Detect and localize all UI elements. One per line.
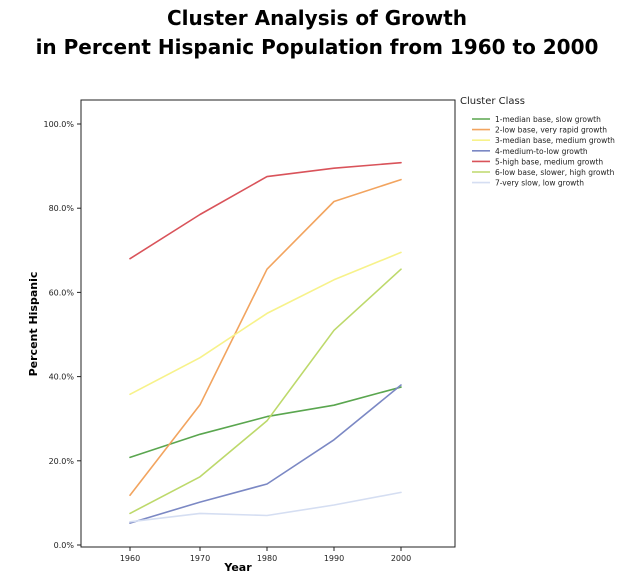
x-tick-label: 2000: [391, 554, 411, 563]
plot-area: [80, 99, 456, 548]
y-tick-label: 0.0%: [54, 541, 75, 550]
y-axis-label: Percent Hispanic: [27, 272, 40, 377]
legend-item-label: 3-median base, medium growth: [495, 136, 615, 145]
legend-item-label: 1-median base, slow growth: [495, 115, 601, 124]
series-line-5: [129, 161, 402, 260]
y-tick-label: 20.0%: [49, 457, 75, 466]
legend: Cluster Class 1-median base, slow growth…: [460, 96, 615, 188]
x-axis-label: Year: [223, 561, 252, 574]
y-tick-label: 60.0%: [49, 288, 75, 297]
y-tick-label: 100.0%: [43, 120, 74, 129]
series-line-1: [129, 386, 402, 459]
y-tick-label: 80.0%: [49, 204, 75, 213]
legend-item-label: 6-low base, slower, high growth: [495, 168, 615, 177]
series-line-3: [129, 251, 402, 396]
series-line-7: [129, 491, 402, 523]
y-tick-label: 40.0%: [49, 373, 75, 382]
x-tick-label: 1980: [257, 554, 277, 563]
x-tick-label: 1970: [190, 554, 210, 563]
series-line-4: [129, 384, 402, 524]
series-line-2: [129, 178, 402, 497]
chart-title-line-2: in Percent Hispanic Population from 1960…: [35, 35, 599, 59]
x-tick-label: 1990: [324, 554, 344, 563]
legend-item-label: 2-low base, very rapid growth: [495, 126, 607, 135]
chart-title: Cluster Analysis of Growth in Percent Hi…: [0, 4, 634, 62]
legend-title: Cluster Class: [460, 96, 525, 107]
axes: 0.0% 20.0% 40.0% 60.0% 80.0% 100.0% 1960 1970 19…: [43, 120, 411, 563]
legend-item-label: 7-very slow, low growth: [495, 179, 584, 188]
chart-title-line-1: Cluster Analysis of Growth: [166, 6, 468, 30]
series-lines: [129, 161, 402, 524]
series-line-6: [129, 268, 402, 515]
legend-item-label: 5-high base, medium growth: [495, 157, 603, 166]
legend-item-label: 4-medium-to-low growth: [495, 147, 588, 156]
x-tick-label: 1960: [120, 554, 140, 563]
